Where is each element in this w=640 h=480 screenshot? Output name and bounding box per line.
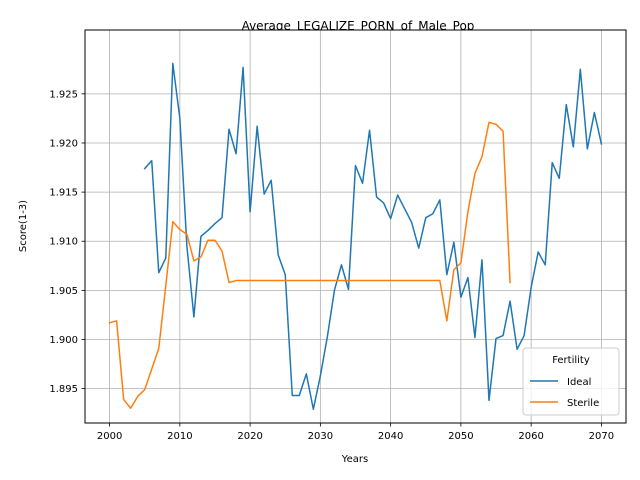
y-tick-label: 1.925 — [49, 89, 78, 100]
x-tick-label: 2030 — [308, 431, 333, 442]
plot-area: 2000 2010 2020 2030 2040 2050 2060 2070 1.8951.… — [49, 29, 627, 442]
y-tick-label: 1.910 — [49, 237, 78, 248]
series-line-sterile — [108, 121, 511, 410]
x-tick-label: 2020 — [237, 431, 262, 442]
y-axis-ticks: 1.895 1.900 1.905 1.910 1.915 1.920 1.925 — [49, 89, 85, 395]
plot-frame — [84, 29, 627, 424]
y-tick-label: 1.895 — [49, 384, 78, 395]
x-axis-ticks: 2000 2010 2020 2030 2040 2050 2060 2070 — [97, 423, 614, 442]
x-tick-label: 2010 — [167, 431, 192, 442]
x-tick-label: 2060 — [518, 431, 543, 442]
x-tick-label: 2070 — [589, 431, 614, 442]
x-tick-label: 2000 — [97, 431, 122, 442]
y-tick-label: 1.915 — [49, 188, 78, 199]
legend-items: Ideal Sterile — [530, 377, 599, 409]
legend-box — [522, 347, 620, 416]
y-tick-label: 1.905 — [49, 286, 78, 297]
y-tick-label: 1.920 — [49, 138, 78, 149]
x-tick-label: 2040 — [378, 431, 403, 442]
legend-label-ideal: Ideal — [567, 377, 591, 388]
legend-label-sterile: Sterile — [567, 398, 599, 409]
series-line-ideal — [143, 62, 603, 410]
y-axis-label: Score(1-3) — [18, 200, 29, 252]
series-layer — [108, 62, 603, 410]
x-tick-label: 2050 — [448, 431, 473, 442]
legend: Fertility Ideal Sterile — [522, 347, 620, 416]
legend-title: Fertility — [552, 355, 590, 366]
x-axis-label: Years — [341, 454, 368, 465]
y-tick-label: 1.900 — [49, 335, 78, 346]
